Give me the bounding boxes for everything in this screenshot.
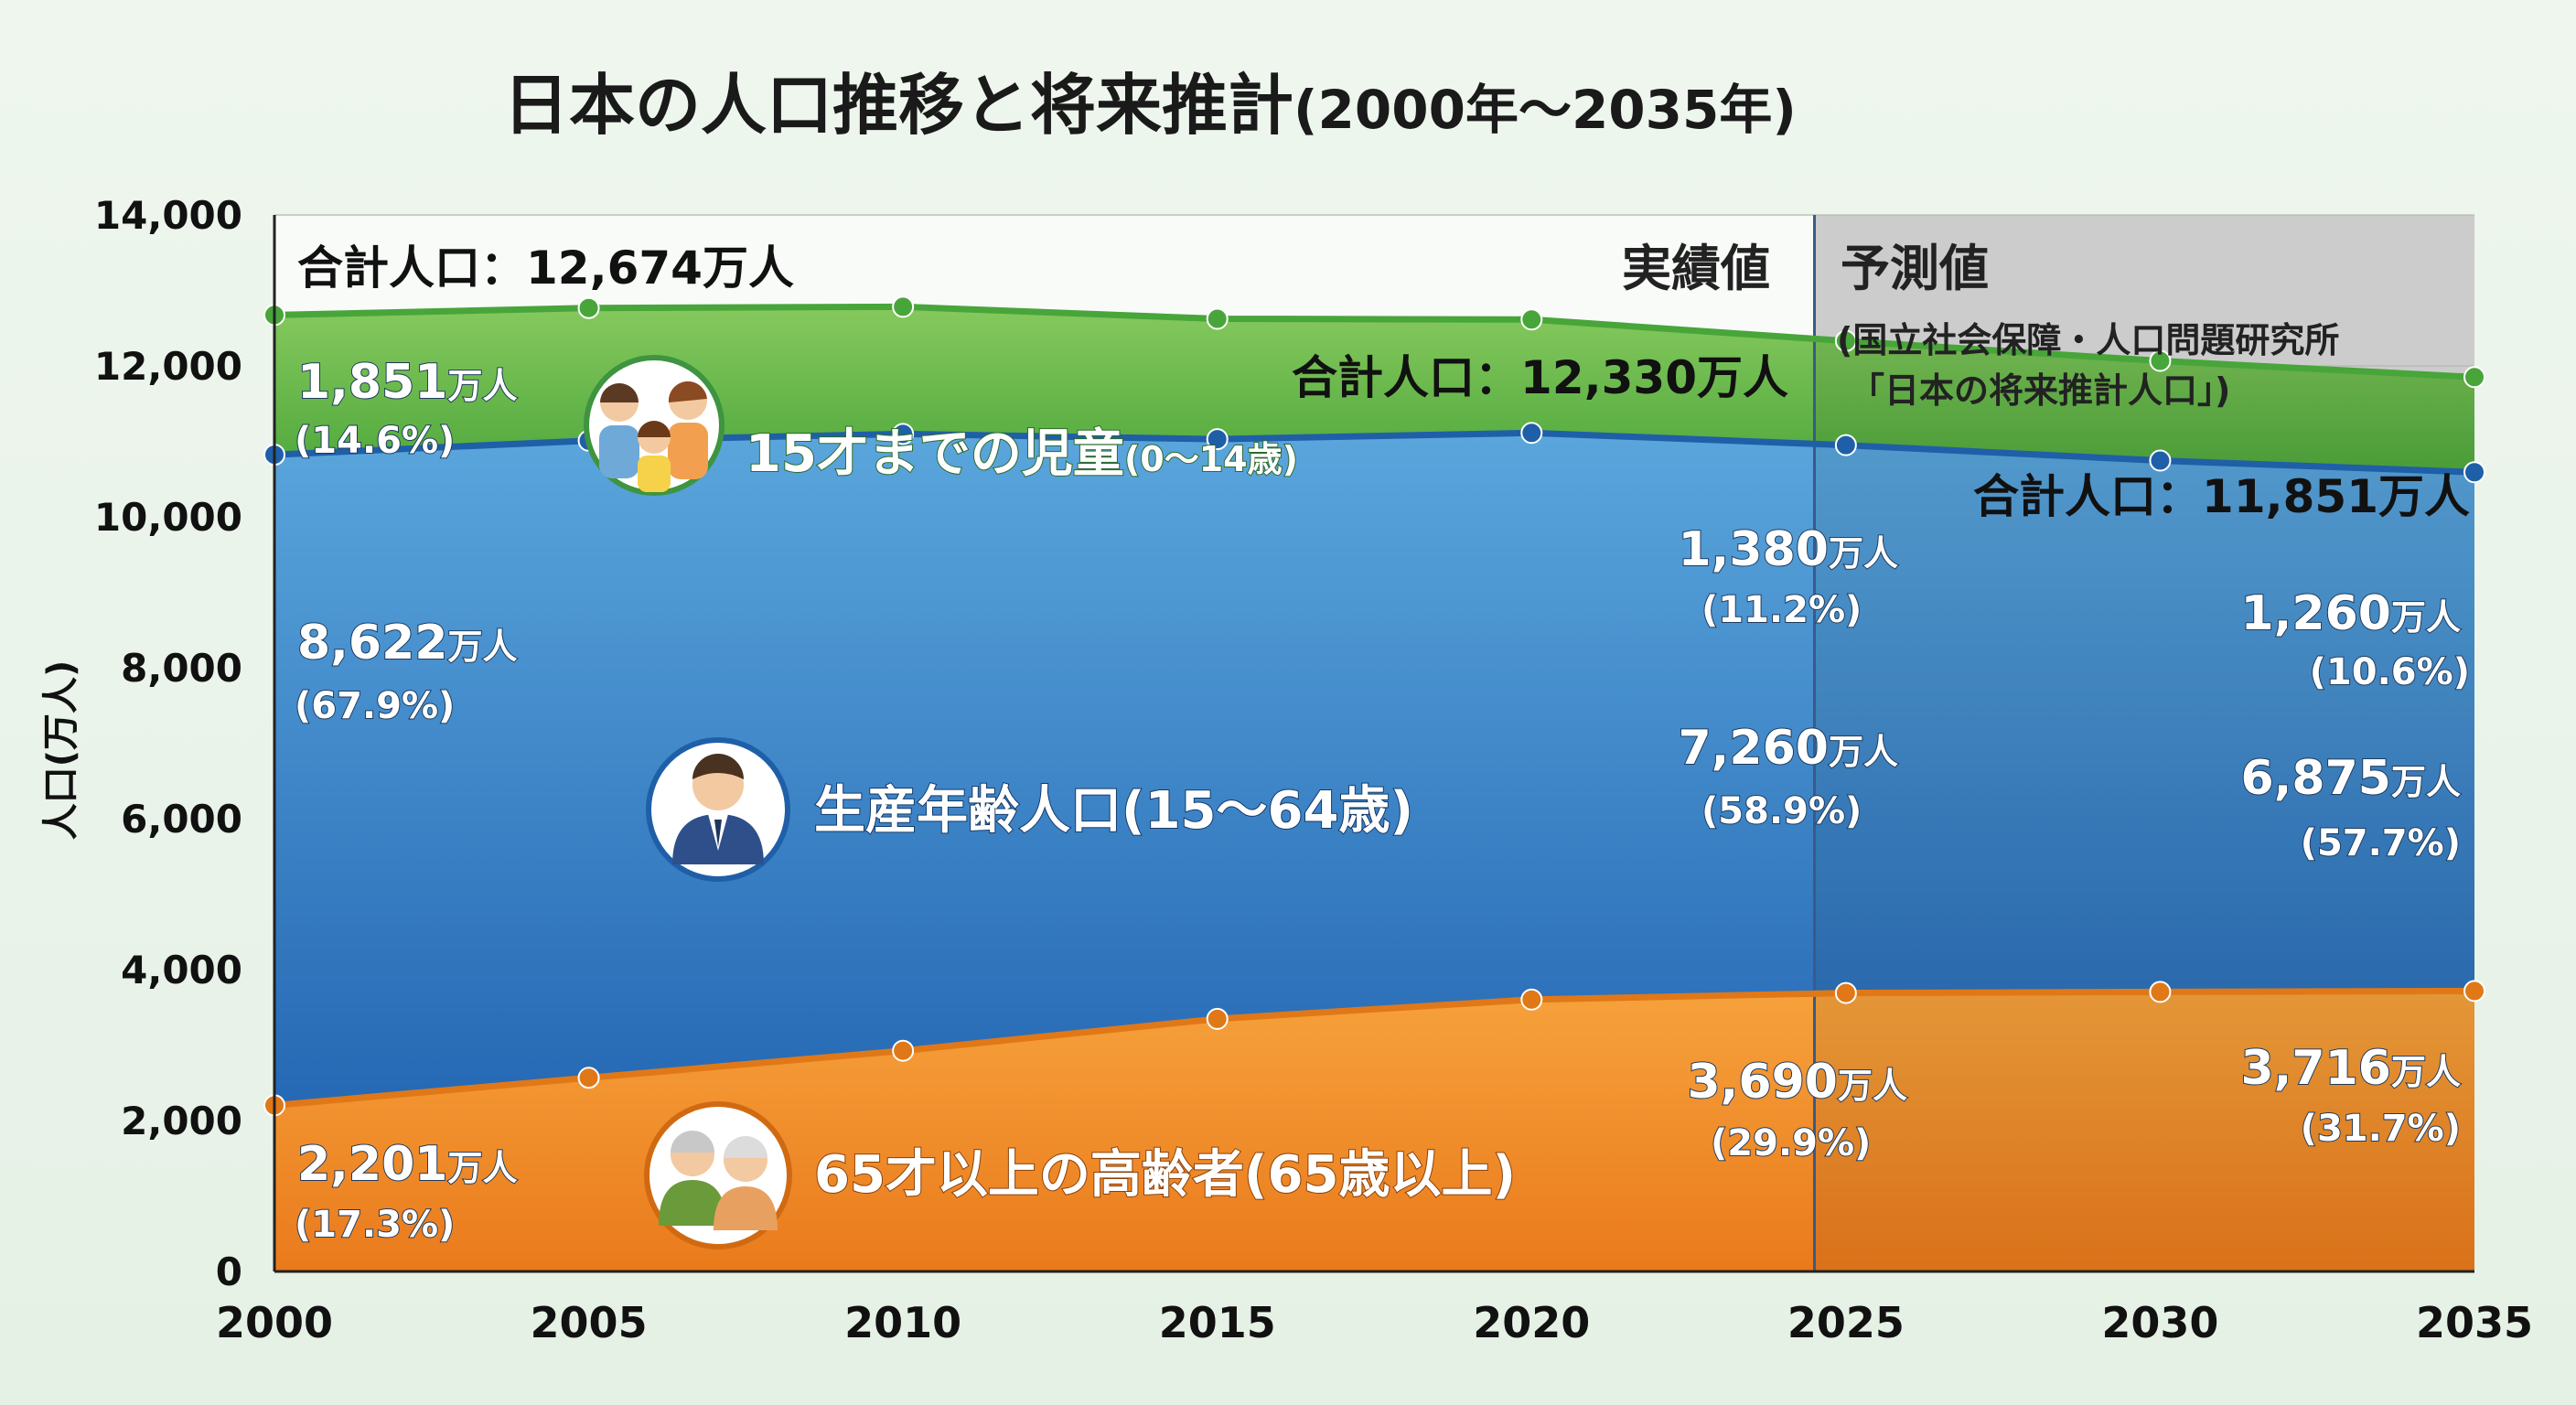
x-tick-labels: 2000 2005 2010 2015 2020 2025 2030 2035 — [216, 1298, 2533, 1347]
y-tick-label: 2,000 — [121, 1099, 242, 1143]
elderly-couple-icon — [644, 1101, 792, 1249]
pct-label-elderly-2025: (29.9%) — [1711, 1122, 1871, 1164]
category-children: 15才までの児童(0〜14歳) — [584, 355, 1299, 496]
data-point — [2463, 980, 2485, 1003]
forecast-source-line1: (国立社会保障・人口問題研究所 — [1837, 320, 2339, 360]
data-point — [1834, 434, 1857, 456]
x-tick-label: 2025 — [1787, 1298, 1905, 1347]
series-line — [274, 303, 2475, 381]
category-elderly: 65才以上の高齢者(65歳以上) — [644, 1101, 1517, 1249]
x-tick-label: 2035 — [2416, 1298, 2533, 1347]
data-point — [2149, 449, 2172, 472]
x-tick-label: 2015 — [1159, 1298, 1276, 1347]
data-point — [892, 1039, 915, 1062]
pct-label-working-2025: (58.9%) — [1701, 790, 1862, 832]
value-labels: 1,851万人 (14.6%) 8,622万人 (67.9%) 2,201万人 … — [294, 354, 2471, 1247]
y-tick-label: 0 — [216, 1249, 242, 1294]
data-point — [1520, 308, 1543, 331]
category-label-elderly: 65才以上の高齢者(65歳以上) — [814, 1145, 1516, 1205]
data-point — [1834, 981, 1857, 1004]
businessman-icon — [646, 737, 790, 882]
y-tick-label: 6,000 — [121, 797, 242, 842]
pct-label-elderly-2035: (31.7%) — [2301, 1108, 2461, 1150]
actual-label: 実績値 — [1622, 240, 1770, 297]
category-label-children: 15才までの児童 — [746, 424, 1124, 484]
pct-label-children-2035: (10.6%) — [2310, 651, 2470, 693]
category-label-working: 生産年齢人口(15〜64歳) — [814, 781, 1413, 841]
pct-label-working-2035: (57.7%) — [2301, 822, 2461, 864]
pct-label-children-2025: (11.2%) — [1701, 589, 1862, 631]
pct-label-children-2000: (14.6%) — [295, 420, 455, 462]
pct-label-working-2000: (67.9%) — [295, 685, 455, 727]
y-tick-label: 14,000 — [94, 193, 242, 238]
chart-title-suffix: (2000年〜2035年) — [1293, 79, 1797, 141]
pct-label-elderly-2000: (17.3%) — [295, 1204, 455, 1246]
data-point — [892, 295, 915, 318]
area-elderly — [274, 991, 2474, 1271]
children-family-icon — [584, 355, 724, 496]
data-point — [2149, 349, 2172, 372]
data-point — [1206, 307, 1229, 330]
data-point — [1520, 988, 1543, 1011]
data-point — [2463, 366, 2485, 389]
forecast-source-line2: 「日本の将来推計人口」) — [1850, 370, 2230, 411]
value-label-children-2000: 1,851万人 — [297, 355, 518, 410]
y-tick-label: 4,000 — [121, 948, 242, 992]
total-2024: 合計人口：12,330万人 — [1292, 351, 1788, 404]
chart-title: 日本の人口推移と将来推計(2000年〜2035年) — [503, 67, 1797, 144]
y-tick-label: 10,000 — [94, 495, 242, 540]
y-axis-label: 人口(万人) — [40, 660, 82, 841]
chart-title-main: 日本の人口推移と将来推計 — [503, 67, 1293, 144]
x-tick-label: 2000 — [216, 1298, 333, 1347]
category-working: 生産年齢人口(15〜64歳) — [646, 737, 1414, 882]
data-point — [1206, 1007, 1229, 1030]
total-2000: 合計人口：12,674万人 — [297, 241, 794, 295]
data-point — [2149, 981, 2172, 1003]
value-label-working-2025: 7,260万人 — [1679, 721, 1899, 776]
value-label-elderly-2025: 3,690万人 — [1688, 1055, 1908, 1110]
value-label-elderly-2000: 2,201万人 — [297, 1137, 518, 1192]
series-line — [274, 987, 2475, 1109]
total-2035: 合計人口：11,851万人 — [1973, 470, 2470, 523]
value-label-working-2035: 6,875万人 — [2241, 751, 2462, 806]
data-point — [892, 423, 915, 445]
data-point — [1520, 422, 1543, 445]
area-working-age — [274, 433, 2474, 1106]
x-tick-label: 2010 — [844, 1298, 961, 1347]
data-point — [1834, 329, 1857, 352]
forecast-shade — [1814, 215, 2474, 1271]
data-points — [263, 295, 2485, 1117]
data-point — [2463, 461, 2485, 484]
value-label-children-2025: 1,380万人 — [1679, 522, 1899, 577]
forecast-label: 予測値 — [1841, 240, 1989, 297]
data-point — [577, 296, 600, 319]
x-tick-label: 2005 — [531, 1298, 648, 1347]
svg-text:15才までの児童(0〜14歳): 15才までの児童(0〜14歳) — [746, 424, 1298, 484]
value-label-working-2000: 8,622万人 — [297, 616, 518, 670]
y-tick-label: 12,000 — [94, 344, 242, 389]
x-tick-label: 2030 — [2101, 1298, 2218, 1347]
y-tick-labels: 0 2,000 4,000 6,000 8,000 10,000 12,000 14,000 — [94, 193, 242, 1294]
category-sub-children: (0〜14歳) — [1124, 439, 1298, 479]
data-point — [1206, 428, 1229, 451]
y-tick-label: 8,000 — [121, 646, 242, 691]
value-label-children-2035: 1,260万人 — [2241, 586, 2462, 641]
data-point — [577, 1067, 600, 1089]
x-tick-label: 2020 — [1473, 1298, 1590, 1347]
value-label-elderly-2035: 3,716万人 — [2241, 1041, 2462, 1096]
